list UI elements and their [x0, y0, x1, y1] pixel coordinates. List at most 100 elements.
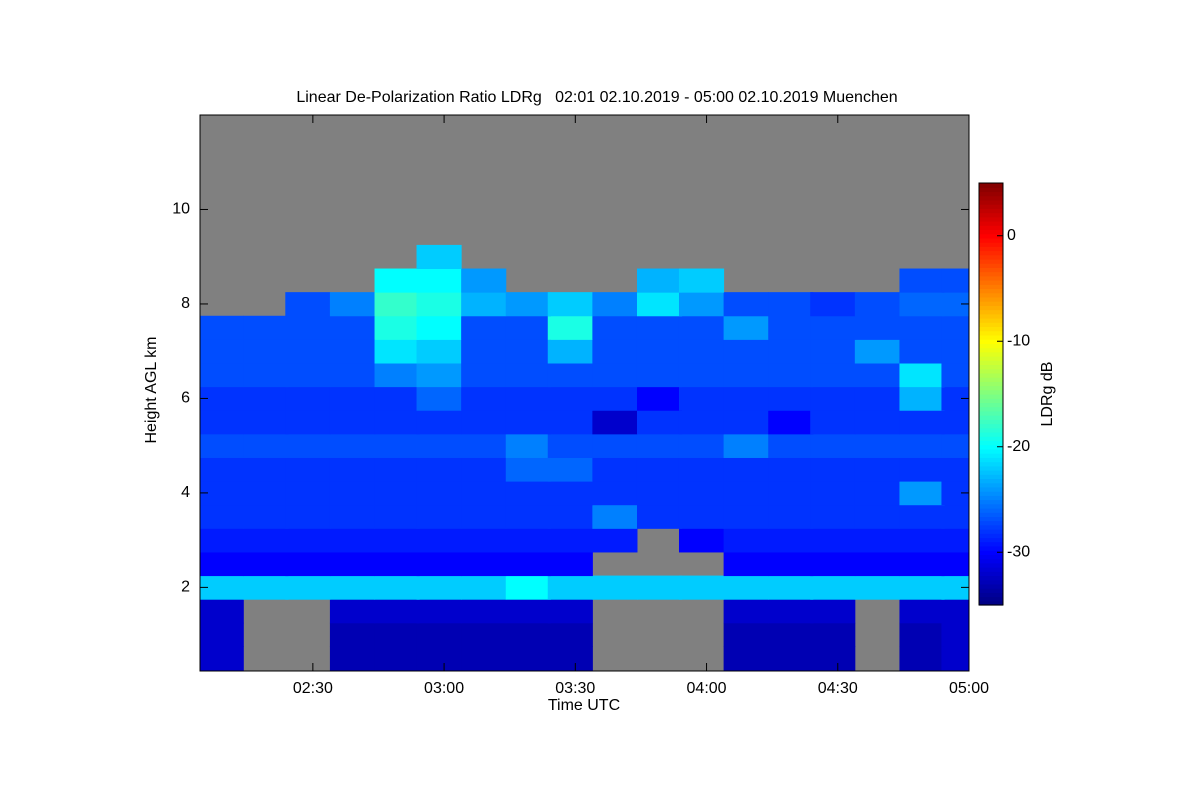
heatmap-cell	[329, 599, 376, 624]
heatmap-cell	[899, 551, 945, 577]
heatmap-cell	[854, 528, 900, 553]
heatmap-cell	[505, 315, 551, 340]
y-tick-label: 8	[181, 295, 190, 312]
heatmap-cell	[461, 268, 507, 293]
heatmap-cell	[592, 292, 638, 317]
heatmap-cell	[505, 292, 551, 317]
heatmap-cell	[810, 457, 856, 482]
colorbar-swatch	[979, 258, 1003, 264]
colorbar-swatch	[979, 567, 1003, 572]
colorbar-swatch	[979, 351, 1003, 357]
colorbar-swatch	[979, 250, 1003, 256]
x-axis-label: Time UTC	[548, 697, 620, 714]
colorbar-swatch	[979, 229, 1003, 235]
heatmap-cell	[329, 457, 376, 482]
colorbar-swatch	[979, 461, 1003, 467]
heatmap-cell	[374, 528, 420, 553]
heatmap-cell	[505, 339, 551, 364]
colorbar-swatch	[979, 431, 1003, 437]
colorbar-swatch	[979, 579, 1003, 585]
heatmap-cell	[505, 599, 551, 624]
heatmap-cell	[678, 292, 725, 317]
colorbar-swatch	[979, 343, 1003, 349]
heatmap-cell	[723, 622, 769, 647]
colorbar-swatch	[979, 406, 1003, 412]
heatmap-cell	[329, 386, 376, 411]
colorbar-swatch	[979, 444, 1003, 450]
heatmap-cell	[416, 363, 462, 388]
heatmap-cell	[505, 457, 551, 482]
colorbar-swatch	[979, 453, 1003, 458]
heatmap-cell	[810, 386, 856, 411]
heatmap-cell	[723, 339, 769, 364]
colorbar-swatch	[979, 334, 1003, 340]
heatmap-cell	[941, 599, 969, 624]
heatmap-cell	[592, 457, 638, 482]
heatmap-cell	[899, 339, 945, 364]
colorbar-swatch	[979, 301, 1003, 306]
heatmap-cell	[941, 339, 969, 364]
heatmap-cell	[636, 339, 683, 364]
heatmap-cell	[285, 575, 331, 600]
heatmap-cell	[285, 339, 331, 364]
heatmap-cell	[374, 575, 420, 600]
heatmap-cell	[592, 339, 638, 364]
colorbar-swatch	[979, 423, 1003, 429]
heatmap-cell	[810, 622, 856, 647]
colorbar-swatch	[979, 588, 1003, 593]
heatmap-cell	[678, 504, 725, 529]
heatmap-cell	[243, 575, 289, 600]
heatmap-cell	[329, 481, 376, 506]
heatmap-cell	[899, 504, 945, 529]
heatmap-cell	[200, 551, 244, 577]
heatmap-cell	[285, 386, 331, 411]
plot-frame	[199, 114, 970, 672]
heatmap-cell	[547, 433, 593, 458]
heatmap-cell	[200, 433, 244, 458]
heatmap-cell	[200, 339, 244, 364]
colorbar-swatch	[979, 495, 1003, 501]
heatmap-cell	[941, 551, 969, 577]
heatmap-cell	[854, 481, 900, 506]
heatmap-cell	[547, 504, 593, 529]
heatmap-cell	[416, 575, 462, 600]
colorbar-swatch	[979, 545, 1003, 551]
heatmap-cell	[374, 599, 420, 624]
heatmap-cell	[547, 292, 593, 317]
heatmap-cell	[200, 315, 244, 340]
heatmap-cell	[636, 315, 683, 340]
colorbar-swatch	[979, 583, 1003, 589]
heatmap-cell	[678, 386, 725, 411]
colorbar-swatch	[979, 562, 1003, 568]
heatmap-cell	[505, 481, 551, 506]
colorbar-swatch	[979, 246, 1003, 252]
heatmap-cell	[810, 363, 856, 388]
heatmap-cell	[768, 646, 814, 671]
heatmap-cell	[854, 292, 900, 317]
heatmap-cell	[374, 481, 420, 506]
heatmap-cell	[854, 433, 900, 458]
heatmap-cell	[416, 339, 462, 364]
heatmap-cell	[547, 646, 593, 671]
colorbar-swatch	[979, 516, 1003, 522]
colorbar-swatch	[979, 254, 1003, 260]
heatmap-cell	[200, 410, 244, 435]
heatmap-cell	[416, 481, 462, 506]
colorbar-tick-label: -30	[1007, 543, 1030, 560]
heatmap-cell	[416, 410, 462, 435]
heatmap-cell	[461, 575, 507, 600]
heatmap-cell	[854, 339, 900, 364]
heatmap-cell	[505, 386, 551, 411]
heatmap-cell	[200, 457, 244, 482]
heatmap-cell	[374, 504, 420, 529]
heatmap-cell	[243, 410, 289, 435]
heatmap-cell	[899, 315, 945, 340]
heatmap-cell	[374, 457, 420, 482]
heatmap-cell	[636, 575, 683, 600]
heatmap-cell	[461, 363, 507, 388]
heatmap-cell	[329, 433, 376, 458]
heatmap-cell	[810, 410, 856, 435]
heatmap-cell	[636, 410, 683, 435]
heatmap-cell	[374, 386, 420, 411]
heatmap-cell	[461, 457, 507, 482]
